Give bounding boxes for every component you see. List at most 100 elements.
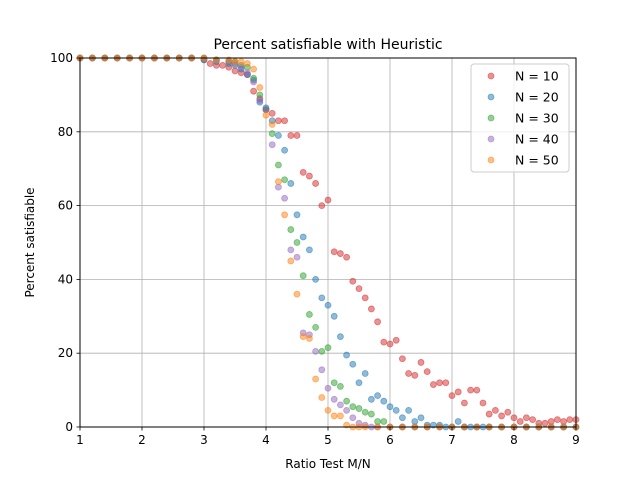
data-point — [274, 161, 282, 169]
data-point — [250, 65, 258, 73]
x-tick-label: 9 — [572, 433, 580, 447]
y-axis-label: Percent satisfiable — [23, 187, 37, 297]
data-point — [423, 368, 431, 376]
data-point — [429, 381, 437, 388]
data-points — [76, 54, 580, 431]
data-point — [256, 84, 264, 91]
data-point — [473, 386, 481, 394]
data-point — [541, 419, 549, 427]
data-point — [287, 257, 295, 265]
data-point — [206, 60, 214, 67]
data-point — [330, 312, 338, 320]
data-point — [343, 406, 351, 414]
data-point — [318, 366, 326, 374]
data-point — [287, 226, 295, 233]
data-point — [380, 338, 388, 346]
data-point — [343, 253, 351, 261]
data-point — [299, 333, 307, 340]
data-point — [398, 414, 406, 422]
legend-box — [470, 63, 570, 173]
data-point — [324, 406, 332, 414]
data-point — [479, 399, 487, 407]
data-point — [516, 418, 524, 425]
data-point — [237, 58, 245, 66]
data-point — [349, 360, 357, 368]
data-point — [491, 406, 499, 414]
data-point — [281, 117, 289, 125]
data-point — [318, 294, 326, 302]
data-point — [274, 132, 282, 139]
data-point — [398, 355, 406, 363]
data-point — [281, 176, 289, 184]
data-point — [355, 285, 363, 293]
data-point — [367, 305, 375, 313]
data-point — [287, 180, 295, 187]
data-point — [380, 418, 388, 425]
legend-label: N = 30 — [515, 111, 559, 126]
data-point — [560, 418, 567, 425]
x-axis-label: Ratio Test M/N — [285, 457, 370, 471]
legend-marker — [487, 93, 495, 101]
y-tick-label: 0 — [65, 420, 73, 434]
data-point — [268, 121, 276, 128]
y-tick-label: 60 — [58, 199, 73, 213]
x-tick-label: 6 — [386, 433, 394, 447]
data-point — [547, 418, 555, 425]
data-point — [498, 412, 506, 420]
legend-label: N = 20 — [515, 90, 559, 105]
data-point — [305, 246, 313, 254]
data-point — [299, 168, 307, 176]
data-point — [305, 311, 313, 318]
data-point — [231, 58, 239, 66]
data-point — [231, 67, 239, 75]
data-point — [312, 347, 320, 355]
data-point — [343, 397, 351, 405]
x-axis-ticks: 1 2 3 4 5 6 7 8 9 — [76, 427, 580, 447]
data-point — [293, 239, 301, 246]
data-point — [243, 60, 251, 67]
y-tick-label: 20 — [58, 346, 73, 360]
data-point — [374, 418, 382, 425]
data-point — [250, 78, 258, 86]
x-tick-label: 3 — [200, 433, 208, 447]
data-point — [336, 401, 344, 409]
data-point — [330, 395, 338, 403]
data-point — [523, 414, 530, 422]
x-tick-label: 8 — [510, 433, 518, 447]
data-point — [336, 412, 344, 420]
data-point — [324, 384, 332, 392]
data-point — [312, 275, 320, 283]
data-point — [529, 416, 536, 424]
data-point — [510, 414, 518, 422]
data-point — [367, 410, 375, 418]
data-point — [386, 403, 394, 411]
data-point — [436, 379, 444, 387]
data-point — [293, 211, 301, 219]
legend-label: N = 10 — [515, 69, 559, 84]
data-point — [274, 183, 282, 191]
data-point — [411, 371, 419, 379]
data-point — [256, 91, 264, 99]
data-point — [318, 394, 326, 401]
data-point — [318, 202, 326, 210]
data-point — [554, 416, 561, 424]
data-point — [281, 146, 289, 154]
data-point — [293, 253, 301, 261]
x-tick-label: 2 — [138, 433, 146, 447]
data-point — [237, 63, 245, 71]
data-point — [324, 301, 332, 309]
data-point — [324, 344, 332, 352]
data-point — [287, 246, 295, 254]
data-point — [312, 375, 320, 383]
chart-title: Percent satisfiable with Heuristic — [213, 37, 442, 53]
data-point — [442, 379, 450, 387]
data-point — [411, 418, 419, 425]
legend-label: N = 40 — [515, 132, 559, 147]
data-point — [219, 61, 227, 69]
data-point — [318, 347, 326, 355]
data-point — [250, 87, 258, 95]
legend-marker — [487, 114, 495, 122]
data-point — [281, 211, 289, 219]
data-point — [262, 111, 270, 119]
